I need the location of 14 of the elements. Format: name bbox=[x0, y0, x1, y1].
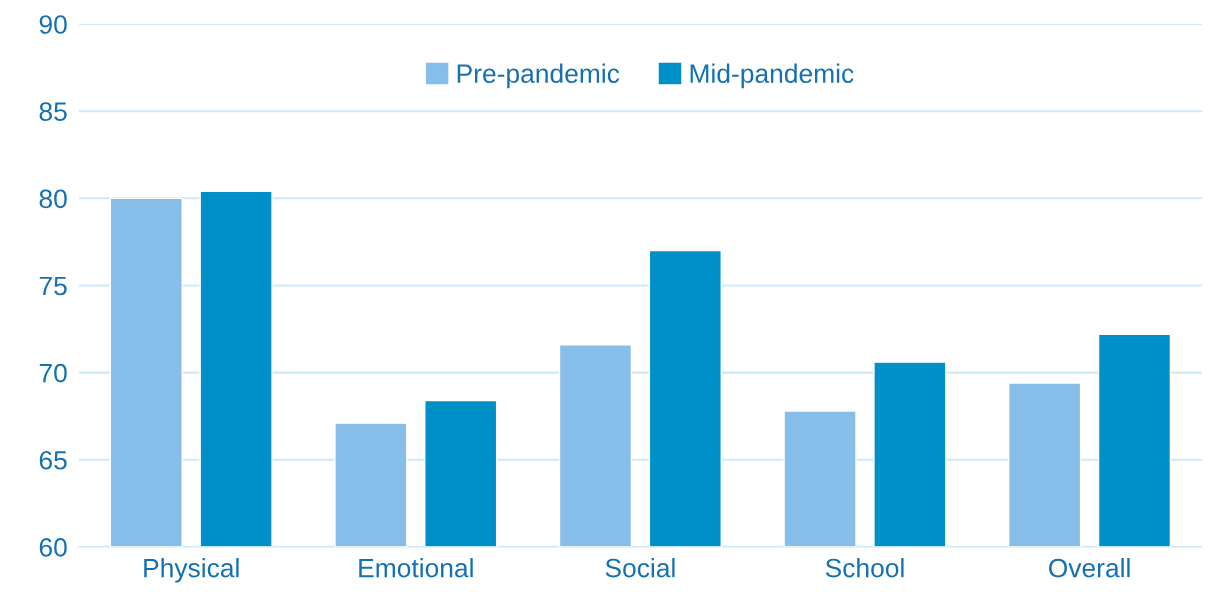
x-tick-label: School bbox=[825, 558, 904, 578]
y-tick-label: 80 bbox=[39, 189, 67, 209]
y-tick-label: 90 bbox=[39, 15, 67, 34]
y-tick-label: 75 bbox=[39, 276, 67, 296]
x-tick-label: Emotional bbox=[359, 558, 473, 578]
x-tick-label: Social bbox=[605, 558, 675, 578]
legend-label: Mid-pandemic bbox=[690, 63, 854, 89]
x-tick-label: Physical bbox=[144, 558, 239, 583]
y-tick-label: 60 bbox=[39, 538, 67, 557]
y-tick-label: 65 bbox=[39, 450, 67, 470]
x-tick-label: Overall bbox=[1049, 558, 1130, 578]
legend-label: Pre-pandemic bbox=[457, 63, 620, 89]
y-tick-label: 70 bbox=[39, 363, 67, 383]
y-tick-label: 85 bbox=[39, 102, 67, 122]
